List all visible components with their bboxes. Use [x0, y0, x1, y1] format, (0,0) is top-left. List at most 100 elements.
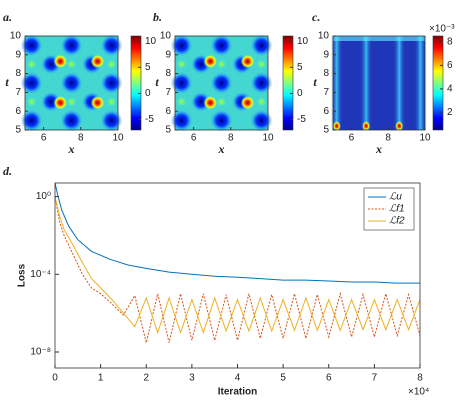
heat-low [20, 109, 43, 132]
heat-mid [256, 59, 267, 70]
y-tick-label: 7 [165, 87, 171, 98]
panel-label: a. [3, 10, 12, 24]
heat-low [250, 34, 273, 57]
loss-line [54, 196, 421, 343]
y-tick-label: 9 [15, 49, 21, 60]
x-tick-label: 0 [52, 373, 58, 384]
heat-mid [176, 59, 187, 70]
heat-high [362, 121, 371, 131]
y-tick-label: 8 [165, 68, 171, 79]
y-tick-label: 9 [165, 49, 171, 60]
heat-high [240, 54, 255, 69]
legend-label: ℒf2 [389, 216, 405, 227]
x-axis-label: x [218, 142, 225, 156]
x-tick-label: 4 [235, 373, 241, 384]
heat-high [203, 54, 218, 69]
y-tick-label: 10⁻⁴ [30, 269, 51, 280]
heat-mid [176, 96, 187, 107]
y-tick-label: 8 [15, 68, 21, 79]
y-tick-label: 5 [323, 125, 329, 136]
y-tick-label: 9 [323, 49, 329, 60]
colorbar [130, 35, 142, 131]
x-tick-label: 8 [385, 133, 391, 144]
heat-mid [256, 96, 267, 107]
colorbar-tick-label: 0 [297, 88, 303, 99]
colorbar-tick-label: 6 [447, 60, 453, 71]
heat-low [100, 109, 123, 132]
colorbar-tick-label: 2 [447, 107, 453, 118]
y-tick-label: 6 [15, 106, 21, 117]
colorbar-tick-label: 5 [145, 62, 151, 73]
x-tick-label: 8 [78, 133, 84, 144]
y-tick-label: 6 [323, 106, 329, 117]
heat-mid [26, 96, 37, 107]
heat-streak [414, 36, 427, 130]
y-axis-label: t [313, 75, 317, 89]
x-tick-label: 7 [372, 373, 378, 384]
loss-line [54, 196, 421, 335]
heat-low [100, 34, 123, 57]
heat-mid [26, 59, 37, 70]
y-tick-label: 10⁰ [36, 191, 51, 202]
x-tick-label: 2 [143, 373, 149, 384]
heat-low [60, 109, 83, 132]
heat-high [90, 54, 105, 69]
x-axis-label: x [375, 142, 382, 156]
colorbar-tick-label: 8 [447, 37, 453, 48]
y-tick-label: 10 [160, 31, 172, 42]
colorbar-tick-label: 4 [447, 84, 453, 95]
x-axis-label: x [68, 142, 75, 156]
heat-low [60, 34, 83, 57]
colorbar-tick-label: -5 [297, 114, 306, 125]
colorbar-tick-label: 10 [297, 36, 309, 47]
heat-high [53, 95, 68, 110]
heat-mid [216, 96, 227, 107]
x-tick-label: 3 [189, 373, 195, 384]
x-tick-label: 6 [191, 133, 197, 144]
heat-high [395, 121, 404, 131]
colorbar-scale: ×10⁻³ [429, 24, 455, 35]
heat-low [170, 34, 193, 57]
y-tick-label: 5 [15, 125, 21, 136]
heat-low [20, 34, 43, 57]
heat-top [333, 36, 425, 41]
heat-low [210, 72, 233, 94]
heat-mid [216, 59, 227, 70]
heat-low [170, 72, 193, 94]
y-tick-label: 8 [323, 68, 329, 79]
heat-low [210, 34, 233, 57]
x-tick-label: 6 [41, 133, 47, 144]
heat-high [53, 54, 68, 69]
heat-streak [360, 36, 373, 130]
y-tick-label: 10 [318, 31, 330, 42]
colorbar-tick-label: -5 [145, 114, 154, 125]
x-tick-label: 6 [326, 373, 332, 384]
y-tick-label: 10 [10, 31, 22, 42]
y-tick-label: 10⁻⁸ [30, 347, 51, 358]
axes-frame [174, 35, 269, 131]
heat-high [332, 121, 341, 131]
axes-frame [24, 35, 119, 131]
x-tick-label: 1 [98, 373, 104, 384]
x-tick-label: 8 [417, 373, 423, 384]
panel-label: c. [312, 10, 320, 24]
heat-low [250, 72, 273, 94]
y-tick-label: 7 [323, 87, 329, 98]
y-tick-label: 5 [165, 125, 171, 136]
heat-low [20, 72, 43, 94]
x-tick-label: 10 [262, 133, 274, 144]
colorbar-tick-label: 0 [145, 88, 151, 99]
heat-mid [66, 59, 77, 70]
x-tick-label: 10 [419, 133, 431, 144]
y-axis-label: t [5, 75, 9, 89]
heat-mid [106, 59, 117, 70]
x-scale-label: ×10⁴ [408, 387, 429, 398]
panel-label: d. [3, 164, 12, 178]
y-tick-label: 6 [165, 106, 171, 117]
x-tick-label: 10 [112, 133, 124, 144]
panel-label: b. [153, 10, 162, 24]
heat-low [100, 72, 123, 94]
x-tick-label: 5 [280, 373, 286, 384]
heat-streak [393, 36, 406, 130]
